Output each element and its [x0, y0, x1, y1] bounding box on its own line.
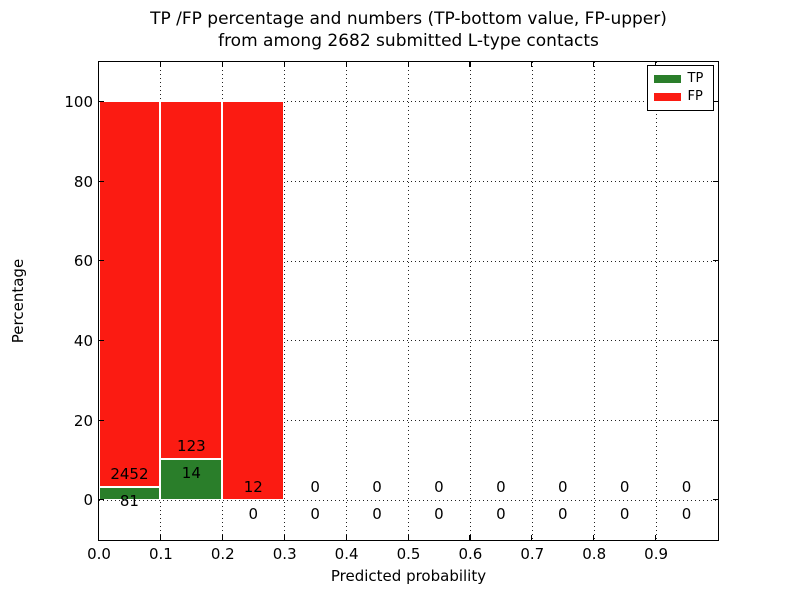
legend-label-tp: TP — [687, 71, 704, 86]
bar-count-label-fp: 0 — [557, 477, 568, 496]
grid-line-v — [655, 61, 657, 540]
x-tick-label: 0.3 — [272, 545, 297, 563]
x-tick-mark — [283, 534, 285, 540]
x-tick-label: 0.4 — [334, 545, 359, 563]
bar-count-label-tp: 0 — [310, 504, 320, 523]
y-tick-mark — [98, 260, 104, 262]
y-tick-mark — [98, 419, 104, 421]
bar-count-label-tp: 0 — [557, 504, 568, 523]
bar-count-label-fp: 0 — [372, 477, 382, 496]
bar-count-label-tp: 0 — [496, 504, 506, 523]
y-tick-label: 60 — [73, 252, 93, 271]
bar-count-label-fp: 0 — [496, 477, 506, 496]
bar-segment-fp — [160, 101, 223, 460]
y-axis-label: Percentage — [9, 258, 27, 344]
chart-title: TP /FP percentage and numbers (TP-bottom… — [99, 8, 718, 52]
legend-box: TP FP — [646, 64, 714, 111]
x-tick-mark — [283, 61, 285, 67]
bar-count-label-fp: 123 — [177, 437, 206, 456]
legend-swatch-tp — [653, 74, 681, 83]
legend-row-tp: TP — [653, 71, 707, 86]
grid-line-v — [408, 61, 409, 540]
grid-line-v — [469, 61, 471, 540]
x-tick-label: 0.9 — [644, 545, 669, 563]
x-tick-label: 0.6 — [458, 545, 483, 563]
bar-count-label-fp: 12 — [243, 477, 263, 496]
grid-line-v — [531, 61, 533, 540]
legend-label-fp: FP — [687, 89, 703, 104]
y-tick-mark — [98, 100, 104, 103]
x-tick-mark — [531, 61, 533, 67]
bar-segment-tp — [98, 486, 161, 500]
x-tick-mark — [593, 534, 595, 540]
x-tick-mark — [407, 534, 409, 540]
x-tick-label: 0.7 — [520, 545, 545, 563]
x-tick-label: 0.5 — [396, 545, 421, 563]
bar-count-label-fp: 0 — [681, 477, 692, 496]
x-tick-label: 0.0 — [87, 545, 111, 563]
x-tick-mark — [655, 534, 657, 540]
bar-count-label-tp: 0 — [681, 504, 692, 523]
x-axis-label: Predicted probability — [330, 567, 487, 585]
x-tick-mark — [345, 534, 347, 540]
grid-line-v — [284, 61, 286, 540]
x-tick-mark — [469, 534, 471, 540]
x-tick-mark — [159, 534, 162, 540]
legend-swatch-fp — [653, 92, 681, 101]
x-tick-mark — [98, 61, 100, 67]
x-tick-mark — [593, 61, 595, 67]
bar-count-label-tp: 0 — [619, 504, 630, 523]
bar-count-label-tp: 14 — [181, 464, 201, 483]
plot-area: 2452 81 123 14 12 0 0 0 0 0 0 0 0 0 0 0 0 0 0 0 TP FP — [97, 60, 719, 541]
bar-count-label-fp: 0 — [310, 477, 320, 496]
x-tick-mark — [98, 534, 100, 540]
y-tick-label: 20 — [73, 411, 93, 430]
chart-title-line2: from among 2682 submitted L-type contact… — [218, 31, 599, 51]
bar-count-label-fp: 2452 — [110, 464, 149, 483]
bar-count-label-tp: 0 — [434, 504, 444, 523]
y-tick-label: 0 — [83, 491, 93, 510]
y-tick-mark — [712, 100, 718, 103]
bar-count-label-tp: 0 — [372, 504, 382, 523]
x-tick-mark — [531, 534, 533, 540]
y-tick-mark — [712, 339, 718, 342]
y-tick-mark — [98, 499, 104, 501]
bar-count-label-fp: 0 — [619, 477, 630, 496]
y-tick-label: 100 — [64, 92, 93, 111]
y-tick-mark — [98, 339, 104, 342]
x-tick-mark — [655, 61, 657, 67]
legend-row-fp: FP — [653, 89, 707, 104]
x-tick-mark — [469, 61, 471, 67]
grid-line-v — [593, 61, 595, 540]
y-tick-label: 40 — [73, 331, 93, 350]
y-tick-mark — [712, 260, 718, 262]
x-tick-mark — [221, 61, 223, 67]
y-tick-mark — [712, 499, 718, 501]
x-tick-mark — [345, 61, 347, 67]
y-tick-label: 80 — [73, 172, 93, 191]
y-tick-mark — [712, 180, 718, 182]
x-tick-label: 0.2 — [210, 545, 235, 563]
x-tick-mark — [221, 534, 223, 540]
x-tick-mark — [159, 61, 162, 67]
y-tick-mark — [712, 419, 718, 421]
bar-count-label-tp: 0 — [248, 504, 259, 523]
x-tick-label: 0.8 — [582, 545, 607, 563]
grid-line-v — [346, 61, 348, 540]
x-tick-mark — [407, 61, 409, 67]
chart-title-line1: TP /FP percentage and numbers (TP-bottom… — [150, 9, 667, 29]
bar-count-label-tp: 81 — [119, 491, 139, 510]
bar-segment-tp — [160, 459, 223, 500]
x-tick-label: 0.1 — [148, 545, 173, 563]
bar-segment-fp — [98, 101, 161, 487]
bar-count-label-fp: 0 — [434, 477, 444, 496]
y-tick-mark — [98, 180, 104, 182]
bar-segment-fp — [222, 101, 285, 500]
